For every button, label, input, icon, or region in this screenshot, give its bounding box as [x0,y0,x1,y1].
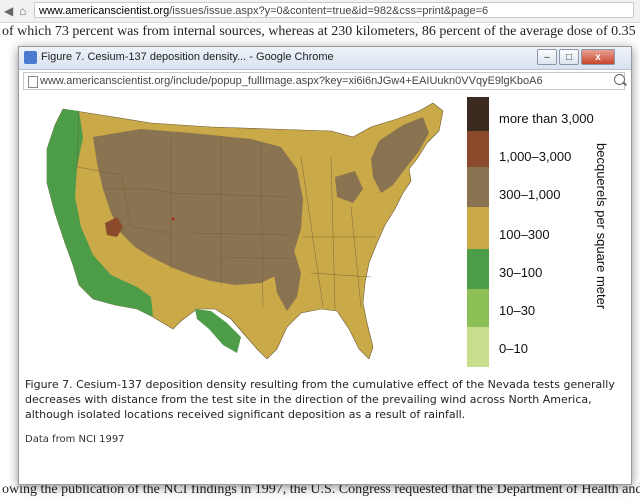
minimize-button[interactable]: – [537,49,557,65]
northeast-deposition-zone [371,117,429,193]
chrome-icon [24,51,37,64]
maximize-button[interactable]: □ [559,49,579,65]
address-bar[interactable]: www.americanscientist.org/issues/issue.a… [34,2,634,18]
nevada-test-site-hotspot [105,217,123,237]
browser-toolbar: ◀ ⌂ www.americanscientist.org/issues/iss… [0,0,640,23]
popup-titlebar[interactable]: Figure 7. Cesium-137 deposition density.… [19,47,631,70]
address-path: /issues/issue.aspx?y=0&content=true&id=9… [169,5,489,17]
legend-swatch-1 [467,97,489,131]
interior-deposition-zone [93,129,303,285]
legend-label-5: 30–100 [499,265,543,280]
figure-caption: Figure 7. Cesium-137 deposition density … [25,378,615,421]
figure-source: Data from NCI 1997 [25,434,125,445]
texas-green-band [195,309,241,353]
cesium-deposition-map [46,102,444,360]
legend-swatch-2 [467,131,489,167]
legend-swatch-6 [467,289,489,327]
legend-label-7: 0–10 [499,341,528,356]
image-popup-window: Figure 7. Cesium-137 deposition density.… [18,46,632,485]
state-borders [76,110,375,310]
legend-title: becquerels per square meter [594,143,609,310]
legend-swatch-5 [467,249,489,289]
home-icon[interactable]: ⌂ [19,4,27,18]
popup-title: Figure 7. Cesium-137 deposition density.… [41,51,334,63]
back-icon[interactable]: ◀ [4,4,14,18]
legend-label-2: 1,000–3,000 [499,149,572,164]
legend-swatch-7 [467,327,489,367]
address-domain: www.americanscientist.org [39,5,170,17]
legend-label-1: more than 3,000 [499,111,594,126]
article-text-top: of which 73 percent was from internal so… [2,24,636,39]
red-spot [171,217,175,221]
west-coast-band [47,109,153,317]
legend-label-6: 10–30 [499,303,536,318]
close-button[interactable]: x [581,49,615,65]
popup-url-text: www.americanscientist.org/include/popup_… [40,75,543,87]
legend-label-4: 100–300 [499,227,550,242]
article-text-bottom: owing the publication of the NCI finding… [2,482,640,497]
midwest-deposition-spot [335,171,363,203]
page-icon [28,76,38,88]
legend-swatch-3 [467,167,489,207]
mississippi-deposition-zone [273,227,301,311]
zoom-icon[interactable] [614,74,625,85]
legend-swatch-4 [467,207,489,249]
popup-address-bar[interactable]: www.americanscientist.org/include/popup_… [23,72,625,90]
legend-label-3: 300–1,000 [499,187,561,202]
